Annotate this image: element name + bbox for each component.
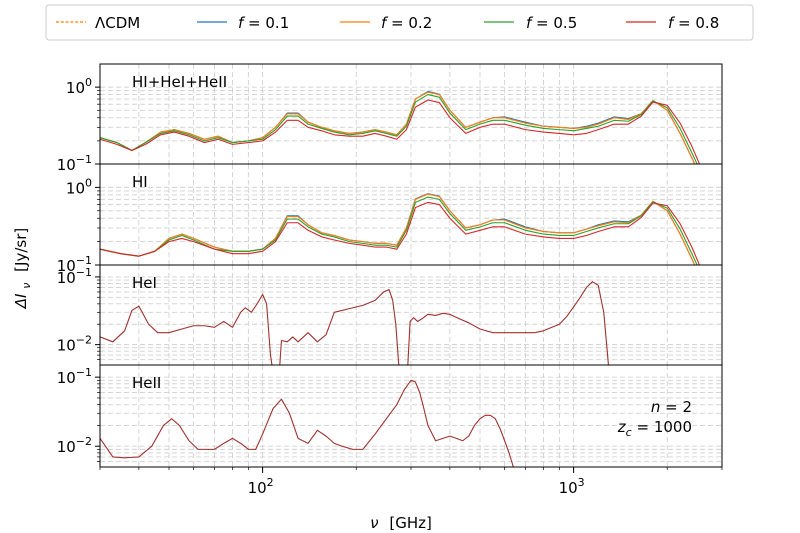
x-tick-label: 102 — [248, 476, 274, 497]
panel-1-ytick-label: 100 — [66, 176, 92, 197]
y-axis-label-symbol: ΔI — [12, 293, 30, 309]
legend-label-f05-value: = 0.5 — [531, 14, 577, 32]
panel-2-ytick-base: 10 — [57, 269, 76, 287]
annotation-n-symbol: n — [651, 398, 661, 416]
legend-label-f05: f = 0.5 — [526, 14, 577, 32]
panel-0-ytick-base: 10 — [57, 156, 76, 174]
y-axis-label-unit: [Jy/sr] — [12, 228, 30, 272]
panel-2-grid — [100, 265, 722, 365]
panel-3-series-line-0 — [100, 379, 514, 467]
legend-label-f01: f = 0.1 — [238, 14, 289, 32]
panels-layer: 10010−1HI+HeI+HeII10010−1HI10−110−2HeI10… — [57, 63, 723, 468]
panel-2-series-line-0 — [100, 281, 610, 365]
legend-label-f01-symbol: f — [238, 14, 246, 32]
panel-2-ytick-base: 10 — [57, 337, 76, 355]
panel-1-ytick-exp: 0 — [85, 176, 92, 189]
panel-0-ytick-label: 100 — [66, 76, 92, 97]
panel-0-ytick-exp: −1 — [76, 153, 92, 166]
legend-frame — [45, 4, 754, 41]
legend-label-f02-symbol: f — [381, 14, 389, 32]
legend: ΛCDM f = 0.1 f = 0.2 f = 0.5 f = 0.8 — [45, 4, 754, 41]
panel-1-ytick-exp: −1 — [76, 254, 92, 267]
x-tick-base: 10 — [559, 479, 578, 497]
annotation-zc: zc = 1000 — [617, 418, 692, 439]
legend-label-f01-value: = 0.1 — [243, 14, 289, 32]
legend-label-f05-symbol: f — [526, 14, 534, 32]
x-tick-label: 103 — [559, 476, 585, 497]
panel-0-ytick-exp: 0 — [85, 76, 92, 89]
legend-label-f08: f = 0.8 — [668, 14, 719, 32]
panel-1-ytick-label: 10−1 — [57, 254, 92, 275]
panel-3-grid — [100, 365, 722, 467]
panel-1-series-line-2 — [100, 193, 696, 265]
x-tick-exp: 3 — [578, 476, 585, 489]
y-axis-label-subscript: ν — [20, 283, 33, 289]
panel-0-series-line-4 — [100, 99, 701, 164]
panel-1-title: HI — [132, 173, 148, 191]
y-axis-label: ΔI ν [Jy/sr] — [12, 228, 34, 309]
panel-0-grid — [100, 64, 722, 164]
panel-3-ytick-exp: −2 — [76, 435, 92, 448]
panel-1-ytick-base: 10 — [66, 179, 85, 197]
legend-label-f02-value: = 0.2 — [386, 14, 432, 32]
annotation-n-value: = 2 — [660, 398, 692, 416]
panel-2-title: HeI — [132, 274, 157, 292]
legend-label-lcdm: ΛCDM — [95, 14, 140, 32]
annotation-zc-value: = 1000 — [632, 418, 692, 436]
legend-label-f08-symbol: f — [668, 14, 676, 32]
x-tick-base: 10 — [248, 479, 267, 497]
x-tick-exp: 2 — [267, 476, 274, 489]
panel-1-ytick-base: 10 — [57, 257, 76, 275]
panel-2-ytick-label: 10−2 — [57, 334, 92, 355]
panel-2-ytick-exp: −1 — [76, 266, 92, 279]
panel-3-title: HeII — [132, 374, 161, 392]
panel-1-series — [100, 193, 701, 265]
panel-2-ytick-label: 10−1 — [57, 266, 92, 287]
panel-3-ytick-label: 10−1 — [57, 366, 92, 387]
annotation-zc-symbol: z — [617, 418, 627, 436]
panel-0-ytick-label: 10−1 — [57, 153, 92, 174]
annotation-zc-subscript: c — [626, 426, 632, 439]
panel-3-ytick-base: 10 — [57, 438, 76, 456]
x-axis-label-unit: [GHz] — [389, 514, 431, 532]
panel-2-ytick-exp: −2 — [76, 334, 92, 347]
panel-3-ytick-exp: −1 — [76, 366, 92, 379]
panel-0-series-line-2 — [100, 91, 696, 164]
panel-0-ytick-base: 10 — [66, 79, 85, 97]
panel-3-ytick-base: 10 — [57, 369, 76, 387]
panel-1-series-line-4 — [100, 201, 701, 265]
panel-0-series — [100, 90, 701, 164]
legend-label-f02: f = 0.2 — [381, 14, 432, 32]
panel-3-series — [100, 379, 514, 467]
x-axis-label-symbol: ν — [370, 514, 378, 532]
panel-2-series — [100, 281, 610, 365]
x-axis-label: ν [GHz] — [370, 514, 432, 532]
x-axis: 102 103 — [99, 467, 723, 497]
panel-0-title: HI+HeI+HeII — [132, 73, 227, 91]
panel-1-grid — [100, 164, 722, 265]
panel-0-series-line-3 — [100, 94, 698, 164]
panel-3-ytick-label: 10−2 — [57, 435, 92, 456]
panel-1-series-line-3 — [100, 196, 698, 265]
legend-label-f08-value: = 0.8 — [673, 14, 719, 32]
annotation-n: n = 2 — [651, 398, 692, 416]
